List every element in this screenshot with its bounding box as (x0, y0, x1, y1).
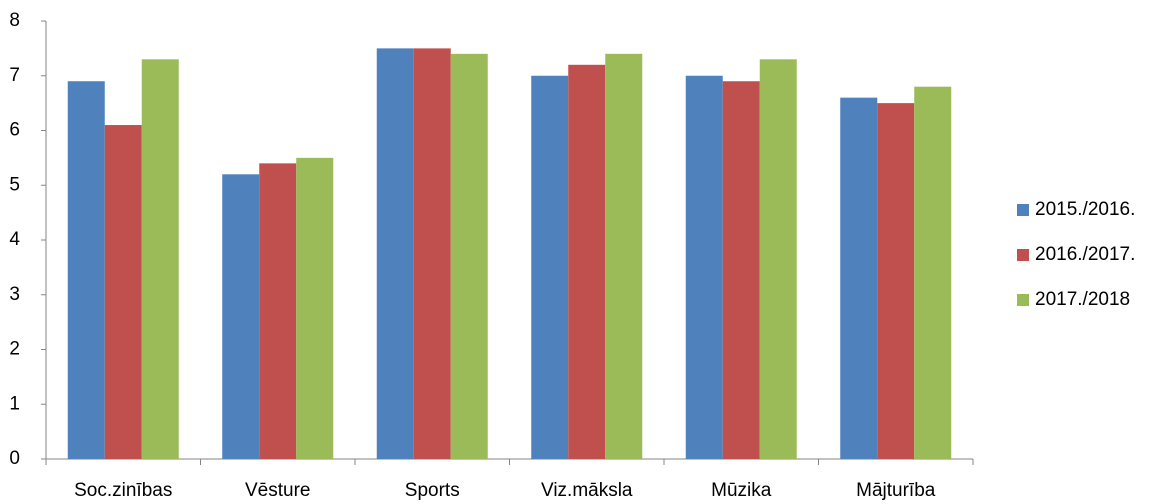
bar (605, 53, 643, 459)
bar (450, 53, 488, 459)
bar (376, 48, 414, 459)
bar (568, 64, 606, 460)
x-tick-label: Mūzika (711, 480, 772, 501)
bar (840, 97, 878, 460)
y-tick-label: 6 (9, 120, 20, 141)
bar (531, 75, 569, 459)
x-tick-label: Sports (405, 480, 460, 501)
y-tick-label: 8 (9, 10, 20, 31)
legend-label: 2016./2017. (1035, 244, 1135, 265)
bar (104, 125, 142, 460)
x-tick-label: Soc.zinības (74, 480, 172, 501)
y-tick-label: 0 (9, 448, 20, 469)
y-tick-label: 1 (9, 393, 20, 414)
x-tick-label: Vēsture (245, 480, 310, 501)
bar (685, 75, 723, 459)
bar (914, 86, 952, 459)
bar (759, 59, 797, 459)
legend-label: 2015./2016. (1035, 199, 1135, 220)
legend-swatch (1017, 204, 1029, 216)
bar (413, 48, 451, 459)
bar (296, 157, 334, 459)
y-tick-label: 2 (9, 339, 20, 360)
bar (259, 163, 297, 459)
y-tick-label: 5 (9, 174, 20, 195)
y-tick-label: 3 (9, 284, 20, 305)
legend-swatch (1017, 294, 1029, 306)
bar (877, 103, 915, 459)
bar (722, 81, 760, 459)
x-tick-label: Mājturība (856, 480, 936, 501)
bar (67, 81, 105, 459)
bar (141, 59, 179, 459)
legend-swatch (1017, 249, 1029, 261)
legend-label: 2017./2018 (1035, 289, 1130, 310)
y-tick-label: 7 (9, 65, 20, 86)
y-tick-label: 4 (9, 229, 20, 250)
x-tick-label: Viz.māksla (541, 480, 633, 501)
bar (222, 174, 260, 460)
